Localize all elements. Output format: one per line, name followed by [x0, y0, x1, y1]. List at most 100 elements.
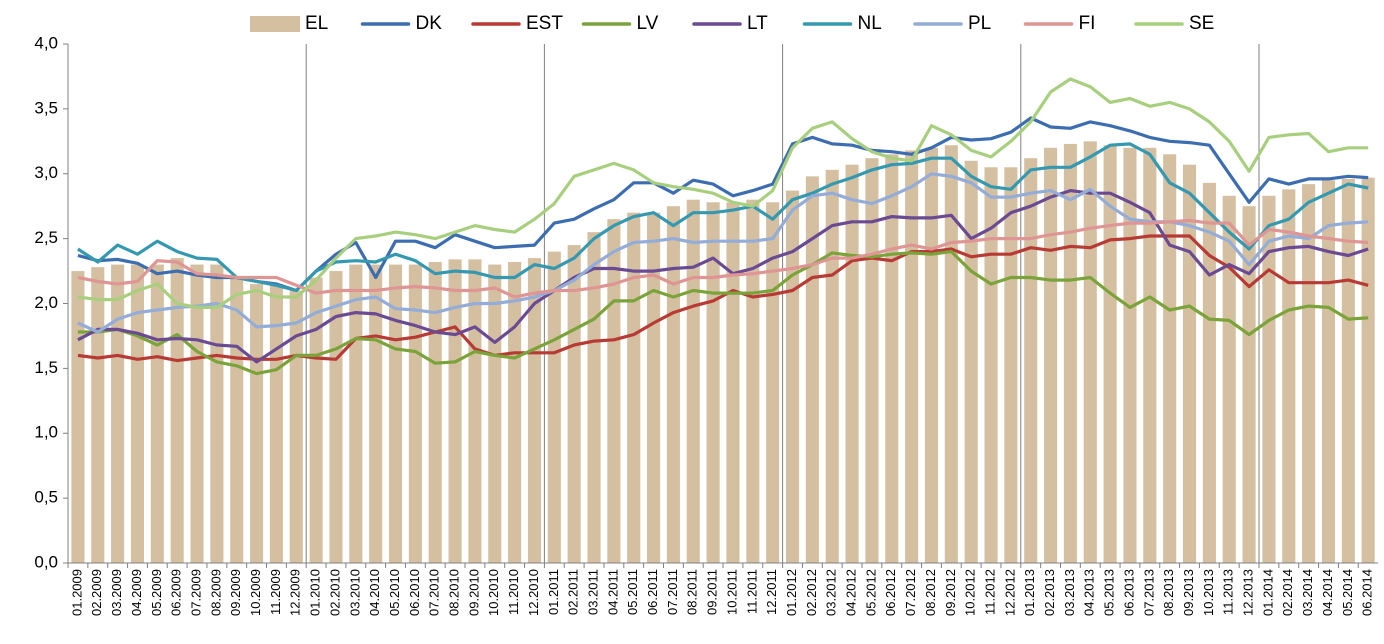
bar — [250, 284, 264, 563]
x-tick-label: 05.2013 — [1102, 569, 1117, 616]
x-tick-label: 10.2009 — [248, 569, 263, 616]
bar — [1004, 167, 1018, 563]
bar — [746, 199, 760, 563]
bar — [547, 251, 561, 563]
x-tick-label: 06.2014 — [1360, 569, 1375, 616]
x-tick-label: 12.2010 — [526, 569, 541, 616]
bar — [369, 264, 383, 563]
x-tick-label: 09.2011 — [705, 569, 720, 615]
x-tick-label: 08.2012 — [923, 569, 938, 616]
bar — [865, 158, 879, 563]
bar — [210, 264, 224, 563]
bar — [647, 212, 661, 564]
bar — [905, 150, 919, 563]
bar — [190, 264, 204, 563]
x-tick-label: 02.2011 — [566, 569, 581, 615]
bar — [627, 212, 641, 564]
bar — [269, 284, 283, 563]
bar — [1143, 147, 1157, 564]
bar — [1083, 141, 1097, 563]
x-tick-label: 10.2013 — [1201, 569, 1216, 616]
bar — [845, 164, 859, 564]
x-tick-label: 03.2012 — [824, 569, 839, 616]
line — [77, 142, 1369, 293]
bar — [1182, 164, 1197, 564]
bar — [825, 169, 839, 564]
x-tick-label: 09.2012 — [943, 569, 958, 616]
bar — [924, 147, 939, 564]
bar — [309, 277, 323, 563]
bar — [1024, 158, 1038, 563]
bar — [984, 167, 998, 563]
x-tick-label: 07.2013 — [1141, 569, 1156, 616]
bar — [349, 264, 363, 563]
y-tick-label: 2,5 — [34, 228, 58, 247]
bar — [944, 145, 958, 563]
bar — [71, 271, 85, 563]
x-tick-label: 03.2010 — [347, 569, 362, 616]
bar — [1063, 143, 1077, 563]
x-tick-label: 01.2012 — [784, 569, 799, 616]
y-tick-label: 0,5 — [34, 488, 58, 507]
x-tick-label: 10.2010 — [486, 569, 501, 616]
legend-label: NL — [858, 13, 882, 34]
bar — [468, 259, 482, 563]
x-tick-label: 12.2009 — [288, 569, 303, 616]
legend-label: SE — [1189, 13, 1214, 34]
x-tick-label: 06.2011 — [645, 569, 660, 615]
x-tick-label: 07.2009 — [188, 569, 203, 616]
bar — [607, 219, 621, 563]
y-tick-label: 0,0 — [34, 552, 58, 571]
legend-label: LT — [747, 13, 768, 34]
bar — [1282, 189, 1296, 563]
x-tick-label: 02.2009 — [89, 569, 104, 616]
x-tick-label: 02.2010 — [327, 569, 342, 616]
x-tick-label: 04.2010 — [367, 569, 382, 616]
bar — [587, 232, 601, 563]
x-tick-label: 11.2010 — [506, 569, 521, 615]
bar — [1163, 154, 1177, 563]
legend-label: FI — [1079, 13, 1096, 34]
legend-label: LV — [637, 13, 659, 34]
bar — [1341, 178, 1355, 563]
line — [77, 218, 1369, 299]
bar — [1361, 177, 1375, 563]
y-tick-label: 1,0 — [34, 423, 58, 442]
bar — [527, 258, 542, 563]
x-tick-label: 02.2013 — [1042, 569, 1057, 616]
x-tick-label: 08.2013 — [1161, 569, 1176, 616]
bar — [1123, 147, 1137, 564]
bar — [170, 258, 184, 563]
x-tick-label: 11.2009 — [268, 569, 283, 615]
legend-label: PL — [968, 13, 991, 34]
bar — [726, 202, 740, 564]
x-tick-label: 05.2012 — [863, 569, 878, 616]
x-tick-label: 08.2009 — [208, 569, 223, 616]
x-tick-label: 04.2011 — [605, 569, 620, 615]
x-tick-label: 05.2014 — [1340, 569, 1355, 616]
bar — [289, 290, 303, 563]
bar — [706, 202, 720, 564]
bar — [111, 264, 125, 563]
bar — [686, 199, 700, 563]
bar — [1222, 195, 1236, 563]
x-tick-label: 09.2009 — [228, 569, 243, 616]
x-tick-label: 06.2010 — [407, 569, 422, 616]
x-tick-label: 12.2013 — [1241, 569, 1256, 616]
bar — [1202, 182, 1216, 563]
x-tick-label: 03.2009 — [109, 569, 124, 616]
x-tick-label: 01.2011 — [546, 569, 561, 615]
bar — [805, 176, 819, 563]
bar — [230, 277, 244, 563]
bar — [130, 264, 145, 563]
x-tick-label: 05.2011 — [625, 569, 640, 615]
bar — [329, 271, 343, 563]
bar — [488, 264, 502, 563]
bar — [567, 245, 581, 564]
x-tick-label: 09.2013 — [1181, 569, 1196, 616]
line — [77, 250, 1369, 376]
bar — [1044, 147, 1058, 564]
y-tick-label: 4,0 — [34, 33, 58, 52]
bar — [508, 261, 522, 563]
x-tick-label: 06.2012 — [883, 569, 898, 616]
